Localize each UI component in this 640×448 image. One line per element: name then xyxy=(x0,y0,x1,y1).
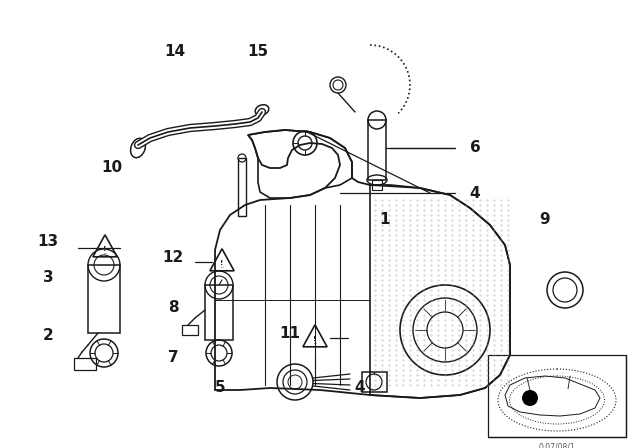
Bar xyxy=(205,285,233,340)
Bar xyxy=(372,180,382,190)
Bar xyxy=(182,325,198,335)
Text: 3: 3 xyxy=(43,271,53,285)
Text: ___: ___ xyxy=(313,341,317,345)
Bar xyxy=(88,265,120,333)
Bar xyxy=(238,158,246,216)
Bar xyxy=(368,120,386,180)
Text: 13: 13 xyxy=(37,234,59,250)
Text: 4: 4 xyxy=(470,185,480,201)
Text: !: ! xyxy=(220,260,223,266)
Text: 0.07/08/1: 0.07/08/1 xyxy=(539,443,575,448)
Bar xyxy=(488,355,626,437)
Text: !: ! xyxy=(104,246,107,252)
Text: 15: 15 xyxy=(248,44,269,60)
Text: 6: 6 xyxy=(470,141,481,155)
Text: 1: 1 xyxy=(380,212,390,228)
Text: 14: 14 xyxy=(164,44,186,60)
Text: 10: 10 xyxy=(101,160,123,176)
Text: ___: ___ xyxy=(103,251,107,255)
Text: 5: 5 xyxy=(214,380,225,396)
Text: 4: 4 xyxy=(355,380,365,396)
Text: 11: 11 xyxy=(280,326,301,340)
Text: 8: 8 xyxy=(168,301,179,315)
Text: 9: 9 xyxy=(540,212,550,228)
Bar xyxy=(74,358,96,370)
Text: !: ! xyxy=(314,336,317,342)
Bar xyxy=(362,372,387,392)
Text: 2: 2 xyxy=(43,327,53,343)
Text: 7: 7 xyxy=(168,350,179,366)
Circle shape xyxy=(522,390,538,406)
Text: 12: 12 xyxy=(163,250,184,266)
Text: ___: ___ xyxy=(220,265,224,269)
